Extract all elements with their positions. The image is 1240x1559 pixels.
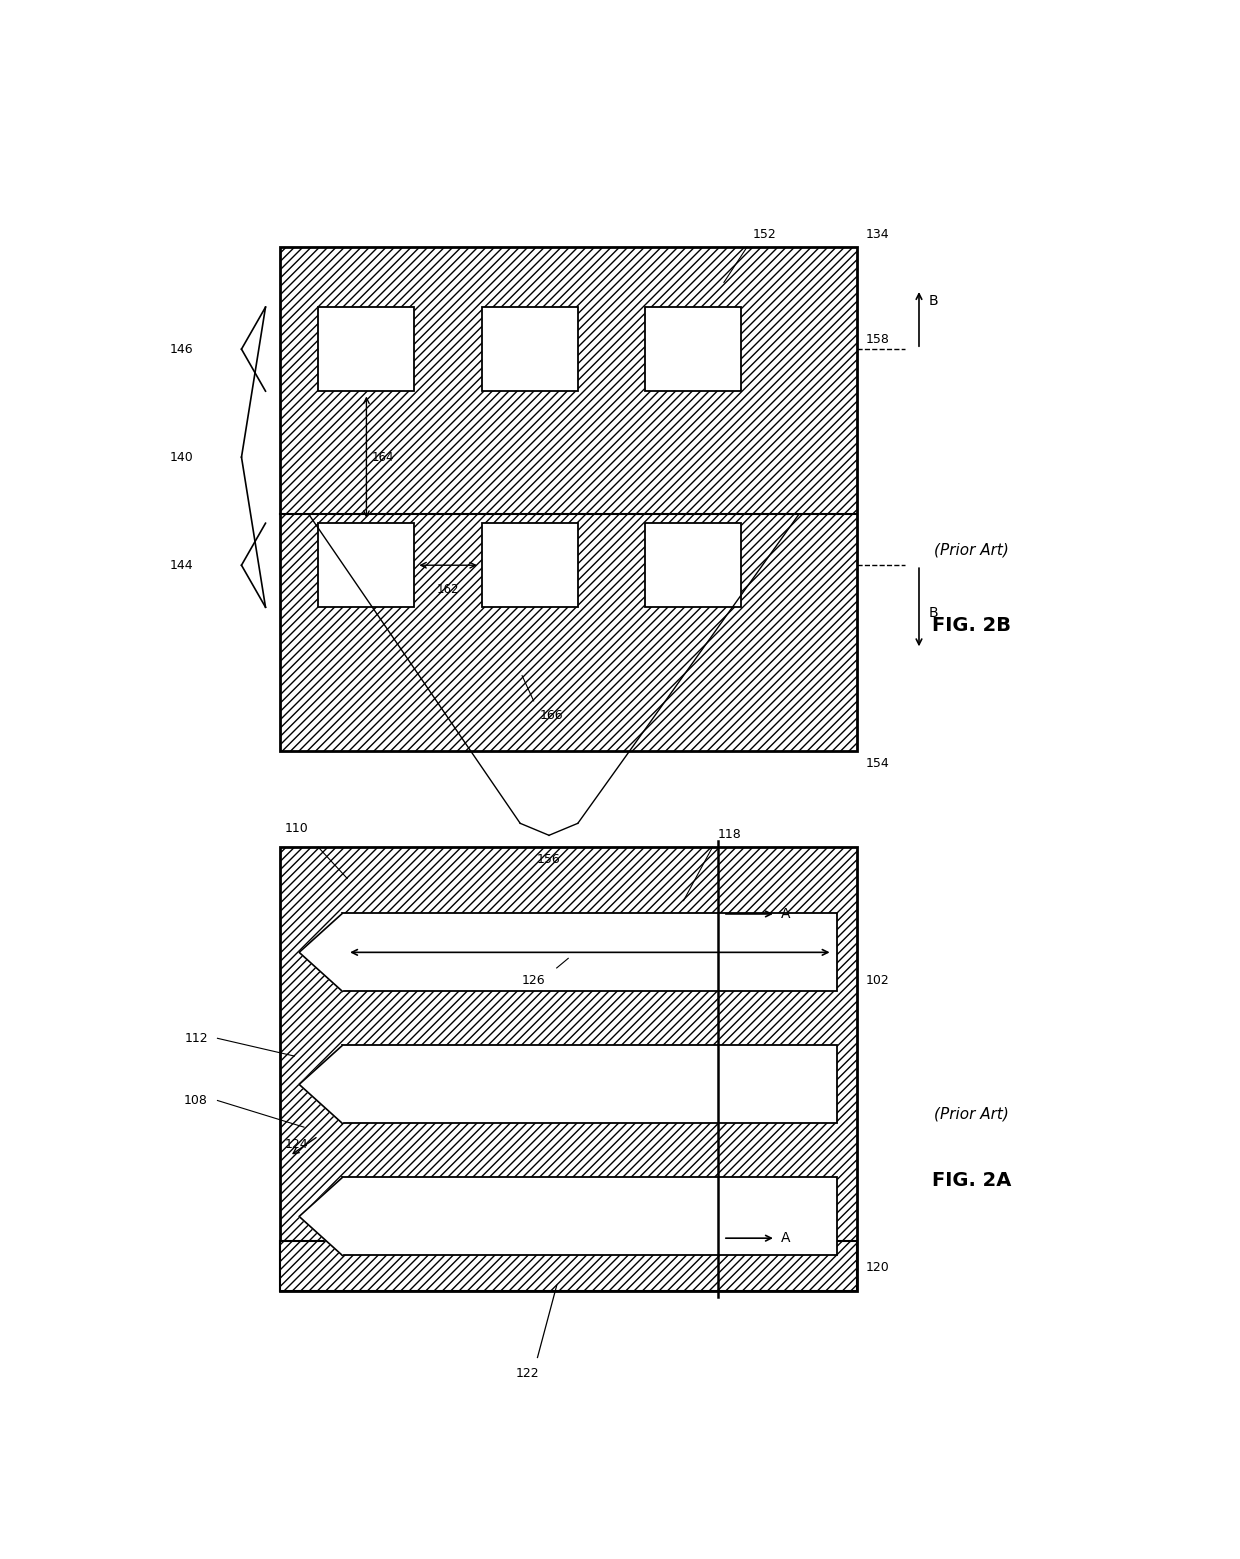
Bar: [280, 848, 857, 1291]
Text: FIG. 2A: FIG. 2A: [932, 1171, 1012, 1190]
Text: 126: 126: [522, 974, 546, 987]
Bar: [481, 524, 578, 606]
Text: 142(1): 142(1): [347, 558, 386, 572]
Bar: [342, 914, 837, 992]
Text: 152: 152: [753, 228, 776, 242]
Text: 144: 144: [170, 558, 193, 572]
Text: 160: 160: [682, 538, 704, 550]
Bar: [645, 307, 742, 391]
Text: 164: 164: [371, 451, 394, 463]
Bar: [280, 248, 857, 751]
Bar: [342, 1177, 837, 1255]
Text: B: B: [929, 606, 939, 620]
Polygon shape: [299, 914, 342, 992]
Text: 158: 158: [866, 332, 890, 346]
Text: FIG. 2B: FIG. 2B: [932, 616, 1012, 635]
Text: 118: 118: [718, 828, 742, 842]
Text: 146: 146: [170, 343, 193, 355]
Text: 134: 134: [866, 228, 890, 242]
Text: 156: 156: [537, 853, 560, 867]
Text: A: A: [781, 1232, 790, 1246]
Text: 142(4): 142(4): [347, 343, 386, 355]
Text: 112: 112: [185, 1032, 208, 1045]
Text: B: B: [929, 295, 939, 309]
Bar: [645, 524, 742, 606]
Text: A: A: [781, 907, 790, 921]
Text: 122: 122: [516, 1367, 539, 1380]
Text: 154: 154: [866, 758, 890, 770]
Bar: [319, 307, 414, 391]
Text: 124: 124: [285, 1138, 309, 1152]
Bar: [280, 1241, 857, 1291]
Text: 162: 162: [436, 583, 459, 596]
Text: 142(6): 142(6): [673, 343, 713, 355]
Text: 142(2): 142(2): [510, 558, 549, 572]
Text: 102: 102: [866, 974, 890, 987]
Text: 120: 120: [866, 1261, 890, 1274]
Bar: [319, 524, 414, 606]
Text: 142(3): 142(3): [673, 558, 713, 572]
Text: 108: 108: [184, 1094, 208, 1107]
Text: (Prior Art): (Prior Art): [935, 543, 1009, 557]
Polygon shape: [299, 1177, 342, 1255]
Bar: [481, 307, 578, 391]
Text: 110: 110: [285, 822, 309, 836]
Text: 142(5): 142(5): [510, 343, 549, 355]
Text: (Prior Art): (Prior Art): [935, 1107, 1009, 1121]
Polygon shape: [299, 1046, 342, 1124]
Text: 166: 166: [539, 709, 563, 722]
Bar: [342, 1046, 837, 1124]
Text: 140: 140: [170, 451, 193, 463]
